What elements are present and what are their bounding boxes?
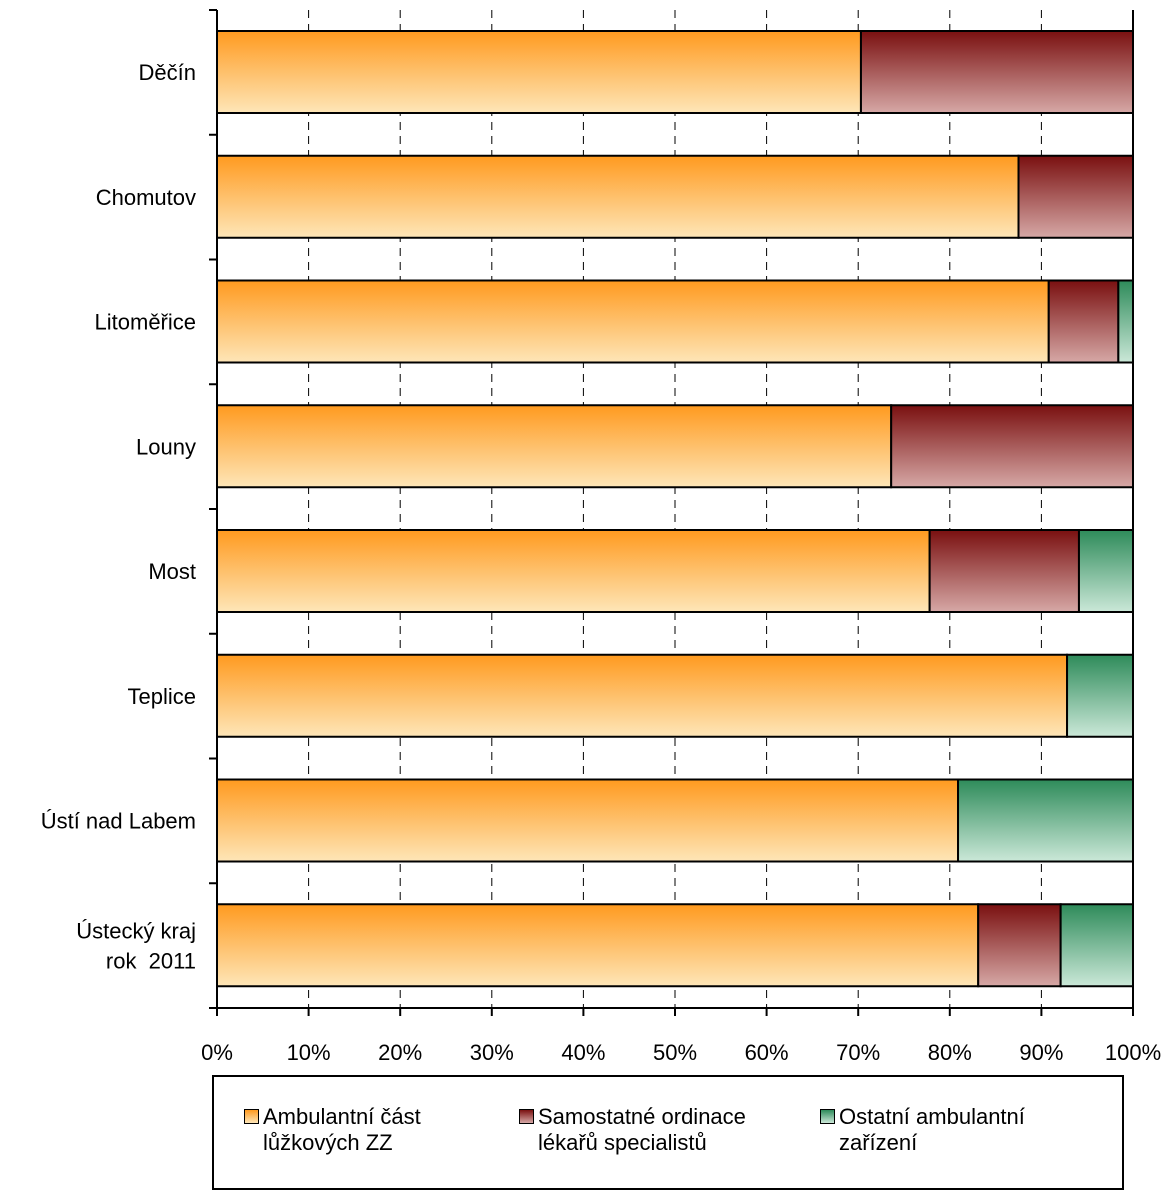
x-tick-label: 30% (470, 1040, 514, 1065)
category-label: Most (148, 559, 196, 584)
bar-most-s1 (928, 529, 1080, 613)
labels: 0% 10% 20% 30% 40% 50% 60% 70% 80% 90% 100% Děčín Ch… (41, 60, 1161, 1065)
bar-teplice-s0 (216, 653, 1069, 738)
bar-chomutov-s1 (1017, 154, 1134, 239)
category-label: Teplice (128, 684, 196, 709)
legend-label-ambulantni-cast: Ambulantní část lůžkových ZZ (263, 1104, 421, 1155)
legend-swatch-samostatne-ordinace (519, 1109, 534, 1124)
bar-louny-s1 (890, 404, 1135, 489)
x-tick-label: 10% (287, 1040, 331, 1065)
category-label: Louny (136, 434, 196, 459)
axes (209, 9, 1134, 1016)
bar-decin-s1 (859, 30, 1134, 114)
bar-ustecky-kraj-rok-2011-s0 (216, 903, 980, 988)
x-tick-label: 20% (378, 1040, 422, 1065)
legend: Ambulantní část lůžkových ZZ Samostatné … (212, 1075, 1124, 1190)
bar-usti-nad-labem-s0 (216, 778, 960, 863)
legend-label-ostatni-zarizeni: Ostatní ambulantní zařízení (839, 1104, 1025, 1155)
bar-teplice-s2 (1066, 653, 1134, 738)
bar-ustecky-kraj-rok-2011-s2 (1059, 903, 1134, 988)
category-label: Chomutov (96, 185, 196, 210)
bar-most-s0 (216, 529, 931, 613)
bar-most-s2 (1077, 529, 1135, 613)
x-tick-label: 50% (653, 1040, 697, 1065)
x-tick-label: 100% (1105, 1040, 1161, 1065)
legend-item-ostatni-zarizeni: Ostatní ambulantní zařízení (820, 1104, 1025, 1156)
x-tick-label: 0% (201, 1040, 233, 1065)
x-tick-label: 60% (745, 1040, 789, 1065)
category-label: Ústí nad Labem (41, 809, 196, 834)
legend-item-ambulantni-cast: Ambulantní část lůžkových ZZ (244, 1104, 421, 1156)
bar-litomerice-s2 (1117, 279, 1134, 364)
bar-usti-nad-labem-s2 (957, 778, 1134, 863)
x-tick-label: 70% (836, 1040, 880, 1065)
category-label: Děčín (139, 60, 196, 85)
bar-chomutov-s0 (216, 154, 1020, 239)
stacked-bar-chart: 0% 10% 20% 30% 40% 50% 60% 70% 80% 90% 100% Děčín Ch… (41, 9, 1161, 1065)
bar-litomerice-s1 (1047, 279, 1120, 364)
bars (216, 30, 1135, 988)
legend-label-samostatne-ordinace: Samostatné ordinace lékařů specialistů (538, 1104, 746, 1155)
x-tick-label: 90% (1019, 1040, 1063, 1065)
bar-ustecky-kraj-rok-2011-s1 (977, 903, 1062, 988)
legend-swatch-ostatni-zarizeni (820, 1109, 835, 1124)
legend-swatch-ambulantni-cast (244, 1109, 259, 1124)
x-tick-label: 40% (561, 1040, 605, 1065)
bar-louny-s0 (216, 404, 893, 489)
category-label: Ústecký kraj rok 2011 (76, 918, 196, 973)
category-label: Litoměřice (95, 310, 196, 335)
x-tick-label: 80% (928, 1040, 972, 1065)
bar-litomerice-s0 (216, 279, 1050, 364)
legend-item-samostatne-ordinace: Samostatné ordinace lékařů specialistů (519, 1104, 746, 1156)
bar-decin-s0 (216, 30, 862, 114)
